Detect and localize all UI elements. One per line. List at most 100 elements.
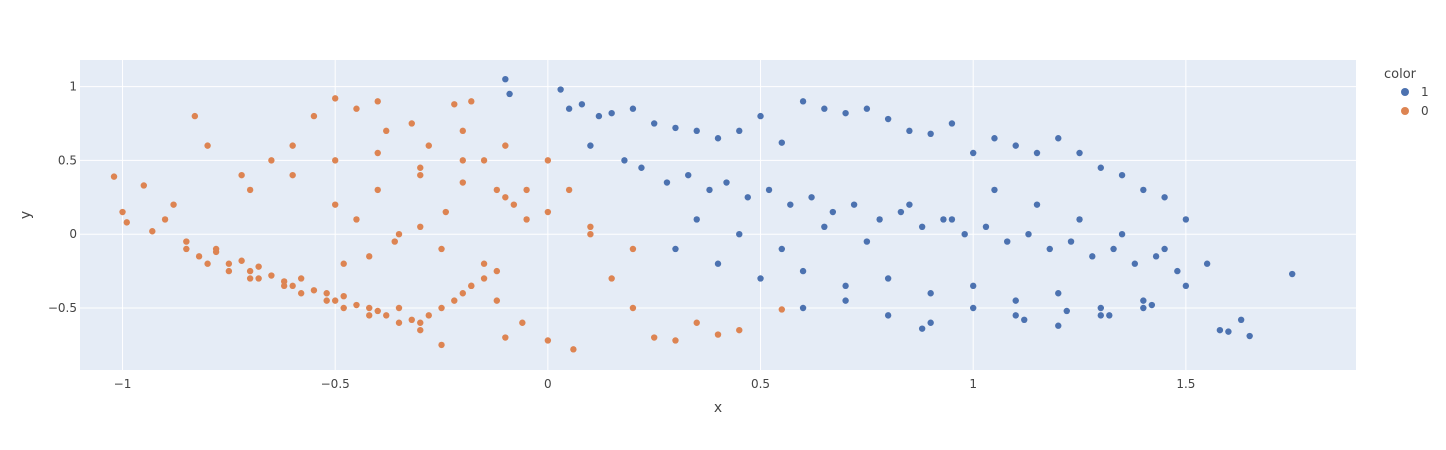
scatter-point: [1118, 230, 1126, 238]
scatter-point: [1182, 216, 1190, 223]
scatter-point: [850, 201, 858, 208]
scatter-point: [123, 219, 130, 226]
scatter-point: [842, 297, 849, 304]
scatter-point: [366, 253, 373, 260]
scatter-point: [842, 282, 849, 290]
scatter-point: [340, 304, 347, 312]
x-axis-ticks: −1 −0.5 0 0.5 1 1.5: [114, 377, 1196, 391]
y-tick-label: 0: [69, 227, 77, 241]
scatter-point: [982, 223, 990, 231]
y-tick-label: 1: [69, 80, 77, 94]
scatter-point: [714, 135, 722, 142]
scatter-point: [395, 230, 403, 238]
scatter-point: [459, 157, 466, 164]
scatter-point: [544, 337, 552, 344]
scatter-point: [1161, 245, 1168, 253]
scatter-point: [204, 260, 211, 267]
series-0: [110, 95, 785, 353]
scatter-point: [621, 157, 628, 164]
data-points: [110, 75, 1296, 353]
legend-item-0[interactable]: 0: [1401, 104, 1429, 118]
scatter-point: [395, 319, 403, 326]
scatter-point: [970, 282, 977, 290]
scatter-point: [1106, 312, 1113, 319]
scatter-point: [693, 127, 700, 135]
scatter-point: [332, 95, 339, 102]
scatter-point: [170, 201, 177, 208]
scatter-point: [459, 127, 466, 135]
scatter-point: [183, 238, 190, 245]
scatter-point: [906, 201, 913, 208]
scatter-point: [736, 326, 743, 334]
scatter-point: [374, 149, 381, 157]
scatter-point: [353, 301, 360, 309]
scatter-point: [204, 142, 211, 149]
scatter-point: [1216, 326, 1224, 334]
scatter-point: [1012, 312, 1019, 319]
scatter-point: [940, 216, 947, 223]
legend-item-1[interactable]: 1: [1401, 85, 1429, 99]
scatter-point: [1131, 260, 1139, 267]
scatter-point: [897, 208, 905, 216]
scatter-point: [323, 297, 330, 304]
plot-area: [80, 60, 1356, 370]
scatter-point: [663, 179, 671, 186]
scatter-point: [629, 105, 637, 112]
scatter-point: [1055, 135, 1062, 142]
scatter-point: [1033, 149, 1041, 157]
scatter-point: [268, 272, 275, 279]
scatter-point: [289, 142, 296, 149]
scatter-point: [161, 216, 169, 223]
scatter-point: [1203, 260, 1211, 267]
y-tick-label: −0.5: [48, 301, 77, 315]
scatter-point: [570, 346, 577, 353]
scatter-point: [651, 120, 658, 127]
scatter-point: [1140, 304, 1147, 312]
scatter-point: [884, 115, 892, 123]
scatter-point: [706, 186, 713, 194]
scatter-point: [459, 290, 466, 297]
scatter-point: [1076, 149, 1083, 157]
scatter-point: [191, 112, 199, 120]
scatter-point: [523, 186, 530, 194]
scatter-point: [744, 194, 751, 201]
scatter-point: [502, 142, 509, 149]
scatter-point: [906, 127, 913, 135]
scatter-point: [417, 223, 424, 231]
scatter-point: [417, 319, 424, 326]
scatter-point: [353, 216, 360, 223]
scatter-point: [149, 228, 156, 235]
scatter-point: [1110, 245, 1117, 253]
scatter-point: [1025, 230, 1032, 238]
scatter-point: [1161, 194, 1168, 201]
scatter-point: [417, 326, 424, 334]
scatter-point: [1246, 332, 1253, 340]
legend-marker: [1401, 88, 1409, 96]
scatter-point: [502, 194, 509, 201]
scatter-point: [438, 341, 445, 349]
x-tick-label: 0.5: [751, 377, 770, 391]
scatter-point: [523, 216, 530, 223]
scatter-point: [374, 307, 381, 315]
scatter-point: [608, 109, 615, 117]
legend[interactable]: color 10: [1384, 67, 1429, 118]
scatter-point: [1067, 238, 1075, 245]
scatter-point: [1097, 312, 1105, 319]
scatter-point: [255, 275, 262, 282]
scatter-point: [468, 98, 475, 105]
scatter-point: [310, 287, 318, 294]
scatter-point: [468, 282, 475, 290]
scatter-point: [510, 201, 518, 208]
scatter-point: [918, 223, 926, 231]
scatter-point: [1046, 245, 1053, 253]
scatter-point: [565, 105, 573, 112]
scatter-point: [238, 257, 245, 264]
scatter-point: [366, 304, 373, 312]
scatter-point: [595, 112, 603, 120]
scatter-point: [778, 306, 785, 313]
scatter-point: [829, 208, 837, 216]
x-axis-title: x: [714, 400, 722, 416]
scatter-point: [565, 186, 573, 194]
legend-items[interactable]: 10: [1401, 85, 1429, 118]
